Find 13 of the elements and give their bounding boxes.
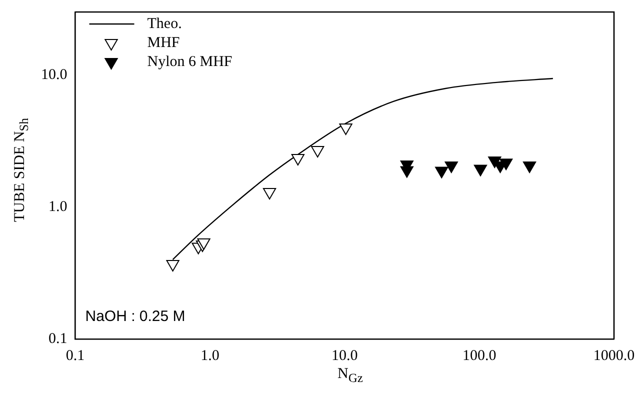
y-tick-label: 1.0 bbox=[48, 198, 68, 215]
legend-label: Nylon 6 MHF bbox=[147, 54, 232, 70]
y-tick-label: 0.1 bbox=[48, 330, 68, 347]
x-tick-label: 1.0 bbox=[200, 348, 220, 364]
legend-label: Theo. bbox=[147, 16, 182, 32]
legend-label: MHF bbox=[147, 34, 180, 51]
y-tick-label: 10.0 bbox=[41, 66, 68, 83]
x-tick-label: 100.0 bbox=[462, 348, 496, 364]
x-tick-label: 1000.0 bbox=[593, 348, 635, 364]
x-axis-title: N$_{Gz}$ bbox=[338, 366, 363, 386]
annotation: NaOH : 0.25 M bbox=[85, 308, 186, 325]
x-tick-label: 0.1 bbox=[66, 348, 85, 364]
x-tick-label: 10.0 bbox=[332, 348, 358, 364]
